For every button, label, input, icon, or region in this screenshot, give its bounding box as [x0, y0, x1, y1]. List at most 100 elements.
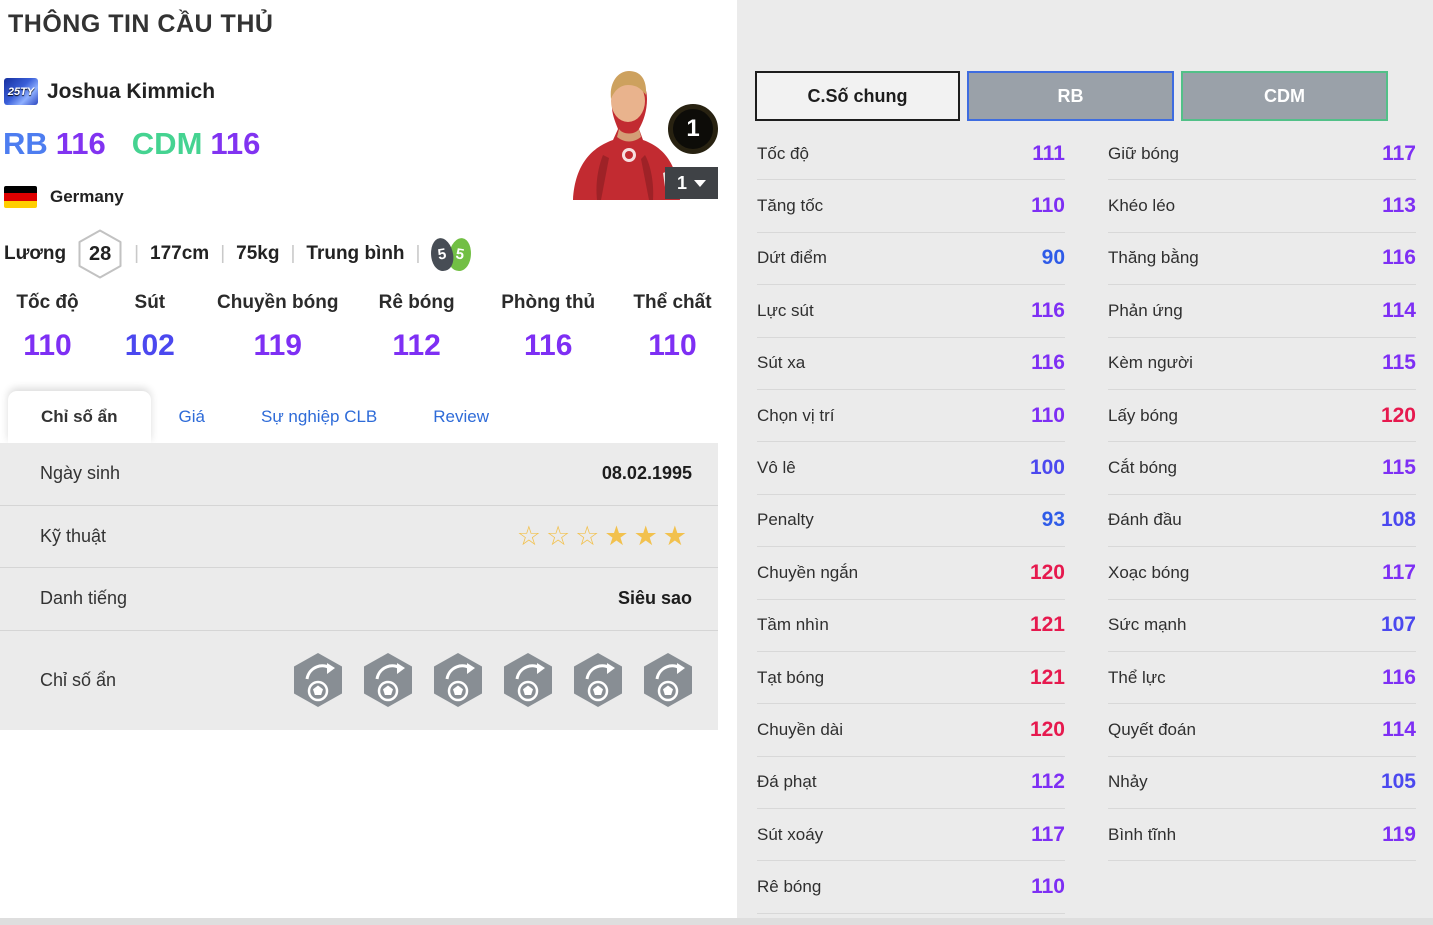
stat-row: Sức mạnh 107 — [1108, 600, 1416, 652]
stat-row: Giữ bóng 117 — [1108, 128, 1416, 181]
tab-bar: Chỉ số ẩn Giá Sự nghiệp CLB Review — [8, 391, 517, 443]
tab-label: Review — [433, 407, 490, 426]
stat-label: Lực sút — [757, 300, 814, 320]
stat-label: Penalty — [757, 510, 814, 530]
skill-star-rating: ☆☆☆★★★ — [516, 520, 692, 551]
stat-label: Chuyền dài — [757, 719, 844, 739]
stat-label: Sút xoáy — [757, 824, 824, 844]
stat-row: Chuyền ngắn 120 — [757, 547, 1065, 600]
summary-stat-value: 116 — [524, 329, 573, 362]
weak-foot-rating: 5 5 — [429, 235, 474, 273]
stat-row: Khéo léo 113 — [1108, 180, 1416, 233]
position-cdm: CDM 116 — [132, 126, 261, 162]
stat-value: 116 — [1382, 665, 1416, 689]
hidden-trait-icon-5 — [574, 653, 622, 707]
hidden-info-panel: Ngày sinh 08.02.1995 Kỹ thuật ☆☆☆★★★ Dan… — [0, 443, 718, 730]
tab-giá[interactable]: Giá — [151, 391, 233, 443]
birthdate-value: 08.02.1995 — [601, 463, 692, 484]
summary-stat-value: 110 — [648, 329, 697, 362]
hidden-traits-row: Chỉ số ẩn — [0, 631, 718, 730]
level-dropdown[interactable]: 1 — [665, 167, 718, 199]
hidden-trait-icon-1 — [294, 653, 342, 707]
position-button-cdm[interactable]: CDM — [1181, 71, 1388, 121]
summary-stat-label: Sút — [134, 292, 166, 313]
stat-value: 112 — [1031, 770, 1065, 794]
stat-row: Lấy bóng 120 — [1108, 390, 1416, 443]
stat-row: Thăng bằng 116 — [1108, 233, 1416, 286]
detail-stats-panel: C.Số chung RB CDM Tốc độ 111 Tăng tốc 110 … — [737, 0, 1433, 925]
stat-row: Đá phạt 112 — [757, 757, 1065, 810]
stat-label: Nhảy — [1108, 772, 1148, 792]
stat-row: Tốc độ 111 — [757, 128, 1065, 181]
skill-moves-label: Kỹ thuật — [40, 525, 107, 546]
stat-label: Tốc độ — [757, 143, 809, 163]
page-title: THÔNG TIN CẦU THỦ — [8, 10, 274, 38]
stat-value: 110 — [1031, 194, 1065, 218]
stat-value: 93 — [1041, 508, 1065, 532]
fame-row: Danh tiếng Siêu sao — [0, 568, 718, 631]
hidden-trait-icon-4 — [504, 653, 552, 707]
tab-sự-nghiệp-clb[interactable]: Sự nghiệp CLB — [233, 391, 405, 443]
stat-row: Tăng tốc 110 — [757, 180, 1065, 233]
stat-row: Phản ứng 114 — [1108, 285, 1416, 338]
upgrade-level-badge: 1 — [668, 104, 718, 154]
summary-stat-value: 110 — [23, 329, 72, 362]
stat-row: Nhảy 105 — [1108, 757, 1416, 810]
position-cdm-label: CDM — [131, 126, 203, 161]
position-rb-rating: 116 — [55, 126, 106, 161]
summary-stat-label: Thể chất — [633, 292, 712, 313]
tab-label: Giá — [178, 407, 205, 426]
stat-row: Tạt bóng 121 — [757, 652, 1065, 705]
stat-row: Dứt điểm 90 — [757, 233, 1065, 286]
summary-stat: Phòng thủ 116 — [482, 292, 614, 363]
stat-label: Đá phạt — [757, 772, 817, 792]
stat-label: Bình tĩnh — [1108, 824, 1177, 844]
position-button-rb[interactable]: RB — [967, 71, 1174, 121]
summary-stat-label: Tốc độ — [16, 292, 79, 313]
position-ratings: RB 116 CDM 116 — [3, 126, 260, 162]
summary-stat-value: 102 — [124, 329, 175, 362]
tab-review[interactable]: Review — [405, 391, 517, 443]
stat-value: 114 — [1382, 717, 1416, 741]
stat-row: Quyết đoán 114 — [1108, 704, 1416, 757]
stat-row: Kèm người 115 — [1108, 338, 1416, 390]
skill-moves-row: Kỹ thuật ☆☆☆★★★ — [0, 506, 718, 568]
stat-label: Giữ bóng — [1108, 143, 1179, 163]
stat-value: 121 — [1029, 665, 1065, 689]
tab-chỉ-số-ẩn[interactable]: Chỉ số ẩn — [8, 391, 151, 443]
summary-stat: Chuyền bóng 119 — [205, 292, 351, 363]
player-name-row: 25TY Joshua Kimmich — [4, 78, 215, 105]
tab-label: Sự nghiệp CLB — [260, 407, 378, 426]
stat-value: 100 — [1029, 456, 1065, 480]
stat-row: Sút xoáy 117 — [757, 809, 1065, 862]
stat-label: Tạt bóng — [757, 667, 825, 687]
stat-row: Lực sút 116 — [757, 285, 1065, 338]
salary-value: 28 — [88, 242, 112, 265]
fame-value: Siêu sao — [617, 588, 692, 609]
stat-row: Đánh đầu 108 — [1108, 495, 1416, 548]
position-rb: RB 116 — [3, 126, 106, 162]
level-dropdown-value: 1 — [676, 172, 687, 193]
summary-stat: Tốc độ 110 — [0, 292, 95, 363]
stat-label: Lấy bóng — [1108, 405, 1178, 425]
stat-label: Thể lực — [1108, 667, 1166, 687]
chevron-down-icon — [694, 179, 706, 187]
stat-value: 119 — [1382, 822, 1416, 846]
stat-value: 107 — [1380, 613, 1416, 637]
summary-stat: Thể chất 110 — [614, 292, 731, 363]
stat-value: 115 — [1382, 351, 1416, 375]
stat-row: Chọn vị trí 110 — [757, 390, 1065, 443]
stat-label: Tầm nhìn — [757, 615, 829, 635]
stat-label: Xoạc bóng — [1108, 562, 1190, 582]
stat-row: Vô lê 100 — [757, 442, 1065, 495]
stat-label: Sức mạnh — [1108, 615, 1187, 635]
position-button-general[interactable]: C.Số chung — [755, 71, 960, 121]
stat-label: Quyết đoán — [1108, 719, 1196, 739]
player-meta-row: Lương 28 | 177cm | 75kg | Trung bình | 5… — [4, 229, 474, 279]
season-badge-icon: 25TY — [4, 78, 38, 105]
stat-label: Sút xa — [757, 353, 806, 373]
separator: | — [290, 243, 296, 264]
stat-value: 113 — [1382, 194, 1416, 218]
nation-row: Germany — [4, 186, 124, 208]
nation-name: Germany — [50, 187, 124, 206]
